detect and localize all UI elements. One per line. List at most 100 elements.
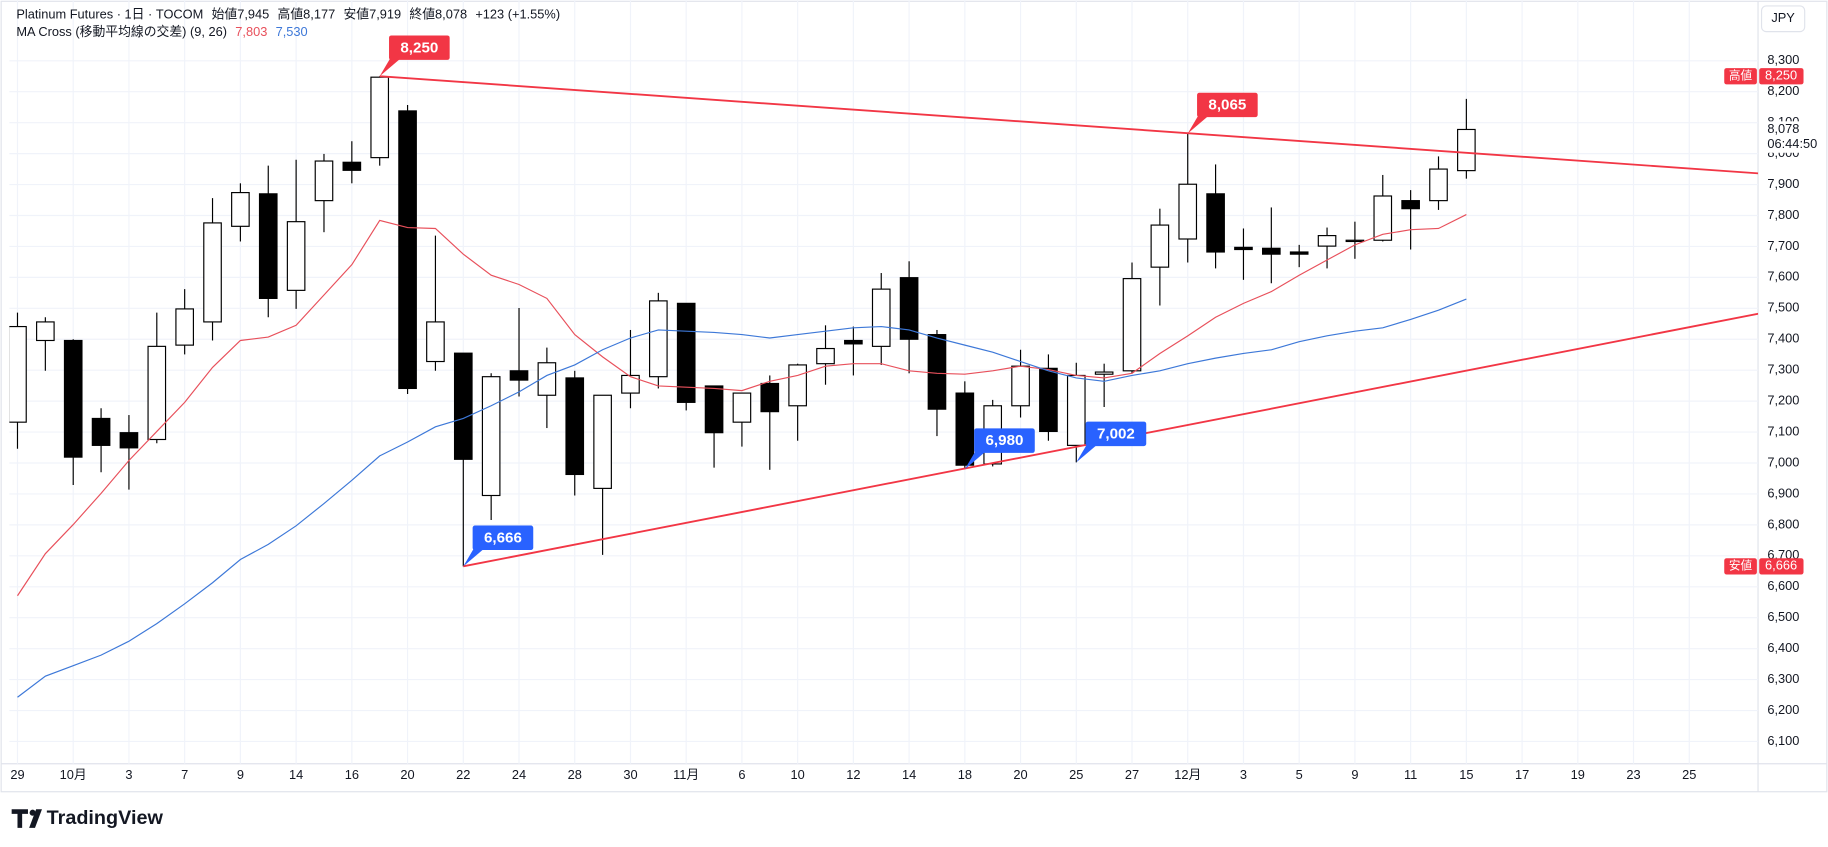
x-tick-label: 3 [1240, 767, 1247, 782]
x-tick-label: 3 [125, 767, 132, 782]
ohlc-name: 始値 [212, 7, 238, 22]
y-tick-label: 7,700 [1767, 238, 1799, 253]
candle-body [593, 394, 612, 489]
annotation-pointer [1187, 113, 1212, 134]
x-tick-label: 20 [400, 767, 414, 782]
candle-body [370, 76, 390, 159]
y-tick-label: 7,000 [1767, 454, 1799, 469]
x-tick-label: 9 [237, 767, 244, 782]
candle-body [732, 392, 752, 423]
candle-body [704, 385, 724, 434]
y-tick-label: 8,200 [1767, 83, 1799, 98]
candle-body [927, 334, 947, 410]
y-tick-label: 6,900 [1767, 485, 1799, 500]
candle-body [676, 302, 696, 403]
last-price-box [1759, 121, 1818, 153]
plot-area [9, 75, 1759, 698]
x-tick-label: 28 [568, 767, 582, 782]
candle-body [1345, 239, 1365, 243]
candle-body [1261, 247, 1281, 255]
countdown-label: 06:44:50 [1767, 136, 1817, 151]
last-price-label: 8,078 [1767, 121, 1799, 136]
y-tick-label: 8,300 [1767, 52, 1799, 67]
candle-body [481, 376, 501, 497]
legend-header: Platinum Futures · 1日 · TOCOM 始値7,945 高値… [16, 7, 560, 22]
y-tick-label: 6,400 [1767, 640, 1799, 655]
candle-body [509, 370, 529, 381]
candle-body [537, 362, 557, 396]
logo-mark [11, 809, 28, 828]
price-tag-name: 高値 [1729, 68, 1753, 82]
annotation-box [974, 428, 1035, 453]
y-tick-label: 7,900 [1767, 176, 1799, 191]
candle-body [844, 339, 863, 345]
x-tick-label: 12月 [1174, 767, 1201, 782]
study-value: 7,803 [235, 24, 267, 39]
x-tick-label: 15 [1459, 767, 1473, 782]
candle-body [231, 192, 250, 227]
candle-body [258, 193, 278, 299]
candle-body [453, 352, 473, 460]
y-tick-label: 7,300 [1767, 362, 1799, 377]
brand-name: TradingView [47, 807, 164, 829]
x-tick-label: 5 [1296, 767, 1303, 782]
x-tick-label: 30 [623, 767, 637, 782]
ohlc-name: 安値 [343, 7, 369, 22]
candle-body [1317, 235, 1337, 247]
candle-body [1122, 278, 1142, 372]
candle-body [286, 221, 306, 291]
currency-button[interactable]: JPY [1760, 5, 1806, 33]
x-tick-label: 18 [958, 767, 972, 782]
candle-body [147, 345, 167, 441]
candle-body [788, 364, 807, 407]
x-tick-label: 25 [1069, 767, 1083, 782]
x-tick-label: 7 [181, 767, 188, 782]
y-tick-label: 7,400 [1767, 331, 1799, 346]
candle-body [1206, 193, 1225, 253]
price-tag-box [1759, 68, 1804, 85]
candle-body [426, 321, 445, 363]
axes: 6,1006,2006,3006,4006,5006,6006,7006,800… [10, 52, 1799, 782]
price-tag-label: 8,250 [1765, 68, 1797, 83]
x-tick-label: 10 [791, 767, 805, 782]
candle-body [203, 222, 222, 323]
annotation-label: 8,250 [400, 39, 438, 56]
candle-body [1039, 367, 1058, 433]
logo-mark [29, 809, 36, 816]
y-tick-label: 7,100 [1767, 423, 1799, 438]
candle-body [816, 347, 835, 365]
x-tick-label: 14 [902, 767, 916, 782]
candle-body [175, 308, 194, 346]
candle-body [1234, 246, 1253, 251]
y-tick-label: 7,800 [1767, 207, 1799, 222]
candle-body [314, 160, 334, 202]
annotation-label: 7,002 [1097, 425, 1135, 442]
logo-mark [29, 809, 42, 828]
annotation-box [472, 525, 534, 551]
candle-body [119, 432, 139, 449]
candle-body [1178, 183, 1198, 240]
currency-label[interactable]: JPY [1771, 10, 1795, 25]
ohlc-name: 高値 [278, 7, 304, 22]
candle-body [760, 382, 780, 413]
annotation-label: 8,065 [1208, 97, 1246, 114]
x-tick-label: 10月 [60, 767, 87, 782]
y-tick-label: 7,500 [1767, 300, 1799, 315]
price-tag-label: 6,666 [1765, 558, 1797, 573]
ohlc-name: 終値 [409, 7, 435, 22]
candle-body [955, 392, 975, 466]
candle-body [342, 161, 362, 171]
chart-frame [0, 0, 1828, 793]
symbol-title: Platinum Futures · 1日 · TOCOM [16, 7, 203, 22]
moving-average-line [17, 298, 1467, 698]
currency-button-box[interactable] [1760, 5, 1806, 33]
annotation-pointer [379, 56, 404, 77]
y-tick-label: 6,200 [1767, 702, 1799, 717]
candle-body [1457, 128, 1476, 172]
y-tick-label: 6,100 [1767, 733, 1799, 748]
x-tick-label: 22 [456, 767, 470, 782]
trend-line [379, 75, 1759, 175]
candle-body [398, 110, 417, 390]
study-legend: MA Cross (移動平均線の交差) (9, 26) 7,803 7,530 [16, 24, 307, 39]
price-tag-name-box [1724, 68, 1757, 85]
